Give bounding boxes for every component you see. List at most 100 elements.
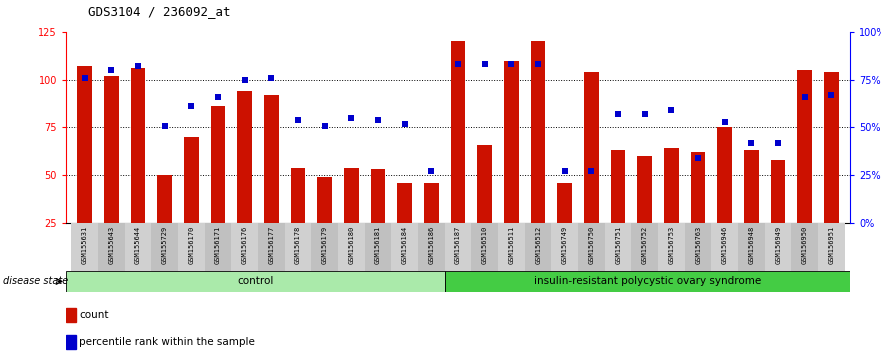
Bar	[365, 223, 391, 271]
Text: GSM156171: GSM156171	[215, 225, 221, 264]
Point	[744, 140, 759, 145]
Bar	[558, 183, 572, 223]
Text: GSM156177: GSM156177	[269, 225, 275, 264]
Bar	[658, 223, 685, 271]
Point	[505, 62, 519, 67]
FancyBboxPatch shape	[66, 271, 445, 292]
Text: GSM156950: GSM156950	[802, 225, 808, 264]
Bar	[258, 223, 285, 271]
Text: GSM156176: GSM156176	[241, 225, 248, 264]
Bar	[525, 223, 552, 271]
Bar	[391, 223, 418, 271]
Text: count: count	[79, 310, 108, 320]
Text: GSM156948: GSM156948	[749, 225, 754, 264]
Bar	[98, 223, 125, 271]
Text: GSM156750: GSM156750	[589, 225, 595, 264]
Point	[664, 107, 678, 113]
Point	[825, 92, 839, 98]
Text: percentile rank within the sample: percentile rank within the sample	[79, 337, 255, 347]
Text: GSM155644: GSM155644	[135, 225, 141, 264]
Text: GSM156749: GSM156749	[562, 225, 567, 264]
Text: GSM156511: GSM156511	[508, 225, 515, 264]
Point	[344, 115, 359, 121]
Bar	[66, 308, 76, 322]
Point	[238, 77, 252, 82]
Text: disease state: disease state	[3, 276, 68, 286]
Text: GSM156753: GSM156753	[669, 225, 675, 264]
Point	[718, 119, 732, 125]
Bar	[797, 70, 812, 223]
Point	[131, 63, 145, 69]
Text: insulin-resistant polycystic ovary syndrome: insulin-resistant polycystic ovary syndr…	[534, 276, 761, 286]
Bar	[397, 183, 412, 223]
Point	[318, 123, 332, 129]
Bar	[104, 76, 119, 223]
Text: GSM156178: GSM156178	[295, 225, 301, 264]
Point	[184, 104, 198, 109]
Text: control: control	[237, 276, 273, 286]
Bar	[445, 223, 471, 271]
Bar	[317, 177, 332, 223]
Text: GSM155729: GSM155729	[162, 225, 167, 264]
Point	[531, 62, 545, 67]
Text: GSM156946: GSM156946	[722, 225, 728, 264]
Point	[291, 117, 305, 122]
Text: GDS3104 / 236092_at: GDS3104 / 236092_at	[88, 5, 231, 18]
Bar	[685, 223, 712, 271]
Bar	[264, 95, 278, 223]
Bar	[578, 223, 604, 271]
Bar	[552, 223, 578, 271]
Point	[425, 169, 439, 174]
Bar	[478, 145, 492, 223]
Bar	[765, 223, 791, 271]
Text: GSM156180: GSM156180	[349, 225, 354, 264]
Bar	[738, 223, 765, 271]
Bar	[78, 66, 93, 223]
Bar	[371, 170, 386, 223]
Point	[211, 94, 226, 100]
Text: GSM156179: GSM156179	[322, 225, 328, 264]
Point	[798, 94, 812, 100]
Point	[638, 111, 652, 117]
Bar	[498, 223, 525, 271]
Bar	[71, 223, 98, 271]
Bar	[291, 167, 306, 223]
Point	[478, 62, 492, 67]
Point	[78, 75, 92, 81]
Bar	[530, 41, 545, 223]
Bar	[471, 223, 498, 271]
Bar	[184, 137, 199, 223]
Text: GSM156751: GSM156751	[615, 225, 621, 264]
Bar	[237, 91, 252, 223]
Text: GSM156187: GSM156187	[455, 225, 461, 264]
Bar	[178, 223, 204, 271]
Point	[264, 75, 278, 81]
Text: GSM156949: GSM156949	[775, 225, 781, 264]
Text: GSM155631: GSM155631	[82, 225, 88, 264]
Bar	[338, 223, 365, 271]
Point	[371, 117, 385, 122]
Point	[104, 67, 118, 73]
Text: GSM156512: GSM156512	[535, 225, 541, 264]
Bar	[130, 68, 145, 223]
Bar	[611, 150, 626, 223]
FancyBboxPatch shape	[445, 271, 850, 292]
Point	[558, 169, 572, 174]
Bar	[791, 223, 818, 271]
Text: GSM156510: GSM156510	[482, 225, 488, 264]
Bar	[584, 72, 599, 223]
Point	[771, 140, 785, 145]
Bar	[158, 175, 172, 223]
Text: GSM156181: GSM156181	[375, 225, 381, 264]
Bar	[232, 223, 258, 271]
Text: GSM156752: GSM156752	[641, 225, 648, 264]
Point	[397, 121, 411, 126]
Bar	[312, 223, 338, 271]
Text: GSM155643: GSM155643	[108, 225, 115, 264]
Bar	[818, 223, 845, 271]
Bar	[744, 150, 759, 223]
Point	[611, 111, 626, 117]
Bar	[211, 107, 226, 223]
Bar	[125, 223, 152, 271]
Text: GSM156763: GSM156763	[695, 225, 701, 264]
